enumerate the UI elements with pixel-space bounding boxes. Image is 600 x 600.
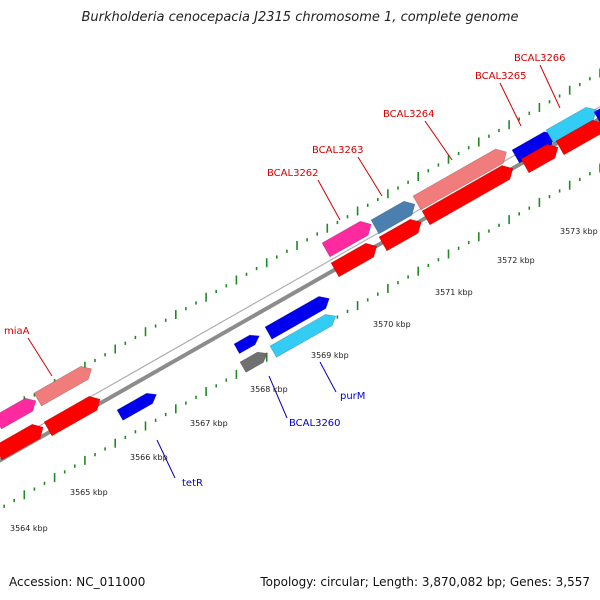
accession-text: Accession: NC_011000 (9, 575, 146, 589)
leader-miaA (27, 337, 53, 377)
leader-bcal3262 (317, 179, 341, 221)
gene-arrow-right-red-1 (330, 242, 378, 278)
gene-arrow-BCAL3266 (545, 106, 597, 144)
gene-label-bcal3263[interactable]: BCAL3263 (312, 145, 364, 156)
genes (0, 106, 600, 461)
gene-label-bcal3264[interactable]: BCAL3264 (383, 109, 435, 120)
label-leaders (27, 64, 561, 479)
gene-labels: miaA BCAL3262 BCAL3263 BCAL3264 BCAL3265… (4, 53, 566, 489)
gene-arrow-right-red-2 (378, 218, 422, 252)
gene-label-bcal3260[interactable]: BCAL3260 (289, 418, 341, 429)
gene-arrow-blue-long (264, 296, 330, 340)
gene-label-bcal3265[interactable]: BCAL3265 (475, 71, 527, 82)
leader-bcal3260 (268, 375, 288, 419)
leader-bcal3266 (539, 64, 561, 109)
gene-arrow-BCAL3262 (321, 220, 372, 258)
scale-tick-label: 3570 kbp (373, 320, 411, 329)
scale-tick-label: 3564 kbp (10, 524, 48, 533)
gene-label-miaA[interactable]: miaA (4, 326, 30, 337)
gene-label-purM[interactable]: purM (340, 391, 365, 402)
scale-tick-label: 3569 kbp (311, 351, 349, 360)
gene-arrow-right-red-4 (520, 143, 559, 174)
gene-arrow-purM (269, 314, 337, 358)
scale-ticks (3, 68, 600, 508)
scale-tick-label: 3568 kbp (250, 385, 288, 394)
scale-tick-label: 3566 kbp (130, 453, 168, 462)
gene-arrow-tetR (116, 392, 157, 421)
gene-arrow-miaA (33, 365, 92, 407)
gene-arrow-left-red-2 (43, 395, 101, 437)
scale-tick-label: 3572 kbp (497, 256, 535, 265)
backbone-line-upper (0, 106, 600, 449)
scale-tick-label: 3571 kbp (435, 288, 473, 297)
leader-tetR (156, 439, 176, 479)
leader-bcal3263 (357, 156, 383, 197)
map-title: Burkholderia cenocepacia J2315 chromosom… (81, 10, 519, 25)
leader-bcal3264 (424, 120, 453, 161)
leader-bcal3265 (499, 82, 522, 127)
gene-arrow-left-red-1 (0, 423, 44, 461)
gene-arrow-BCAL3263 (370, 200, 416, 235)
gene-label-tetR[interactable]: tetR (182, 478, 203, 489)
scale-tick-label: 3565 kbp (70, 488, 108, 497)
gene-arrow-BCAL3260 (239, 351, 268, 373)
gene-arrow-small-blue (233, 334, 260, 355)
scale-tick-label: 3567 kbp (190, 419, 228, 428)
gene-arrow-right-red-5 (555, 119, 600, 156)
scale-tick-label: 3573 kbp (560, 227, 598, 236)
scale-tick-labels: 3564 kbp 3565 kbp 3566 kbp 3567 kbp 3568 kbp… (10, 227, 598, 533)
gene-arrow-left-magenta (0, 397, 37, 430)
leader-purM (319, 361, 337, 393)
gene-arrow-right-red-3 (421, 165, 514, 226)
gene-label-bcal3262[interactable]: BCAL3262 (267, 168, 319, 179)
gene-arrow-BCAL3264 (412, 148, 507, 211)
gene-label-bcal3266[interactable]: BCAL3266 (514, 53, 566, 64)
genome-stats-text: Topology: circular; Length: 3,870,082 bp… (260, 575, 590, 589)
